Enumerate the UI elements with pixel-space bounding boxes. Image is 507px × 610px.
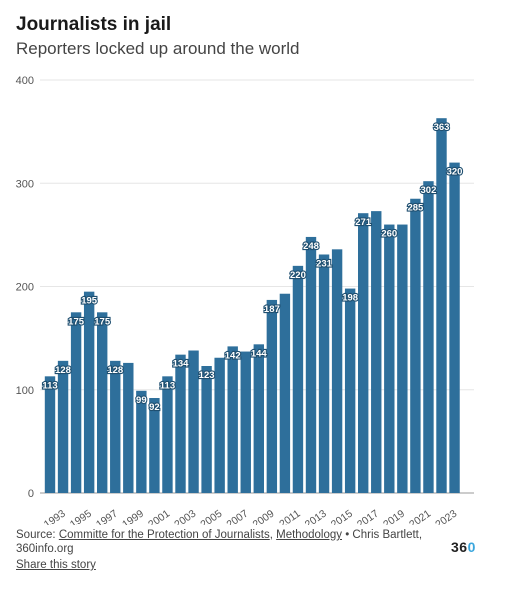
- x-tick-label: 2023: [433, 508, 459, 525]
- data-label-2002: 134: [173, 359, 190, 370]
- y-tick-label: 0: [28, 488, 34, 500]
- bar-1999: [136, 390, 147, 493]
- x-tick-label: 2017: [355, 508, 381, 525]
- data-label-1996: 175: [94, 316, 111, 327]
- data-label-2004: 123: [199, 370, 215, 381]
- bar-2004: [201, 366, 212, 493]
- data-label-1993: 128: [55, 365, 71, 376]
- data-label-2000: 92: [149, 402, 160, 413]
- y-tick-label: 300: [16, 178, 34, 190]
- x-tick-label: 2001: [146, 508, 172, 525]
- chart-title: Journalists in jail: [16, 14, 172, 35]
- data-label-2013: 231: [316, 258, 333, 269]
- x-tick-label: 2003: [172, 508, 198, 525]
- bar-1996: [97, 312, 108, 493]
- x-tick-label: 2011: [277, 508, 303, 525]
- credit-text: • Chris Bartlett, 360info.org: [16, 529, 423, 555]
- chart-footer: Source: Committe for the Protection of J…: [16, 528, 436, 556]
- source-prefix: Source:: [16, 529, 59, 541]
- bar-2003: [188, 350, 199, 493]
- x-tick-label: 2009: [251, 508, 277, 525]
- bar-2000: [149, 398, 160, 493]
- x-tick-label: 2013: [303, 508, 329, 525]
- bar-1993: [57, 360, 69, 493]
- bar-2016: [358, 213, 369, 493]
- data-label-2012: 248: [303, 241, 319, 252]
- separator: ,: [269, 529, 277, 541]
- y-tick-label: 400: [16, 75, 34, 87]
- data-label-2022: 363: [434, 122, 450, 133]
- data-label-2021: 302: [421, 185, 437, 196]
- data-label-1992: 113: [42, 380, 57, 391]
- bar-2012: [305, 236, 317, 493]
- bar-1995: [83, 291, 95, 493]
- y-tick-label: 200: [16, 282, 34, 294]
- bar-2019: [397, 224, 408, 494]
- bar-1997: [110, 360, 121, 493]
- share-story-link[interactable]: Share this story: [16, 559, 96, 571]
- x-tick-label: 1997: [94, 508, 120, 525]
- x-axis-tick-labels: 1993 1995 1997 1999 2001 2003 2005 2007 2009 2011…: [42, 508, 460, 525]
- x-tick-label: 2019: [381, 508, 407, 525]
- x-tick-label: 2021: [407, 508, 433, 525]
- data-label-1994: 175: [68, 316, 85, 327]
- bar-2011: [292, 265, 304, 493]
- bar-2020: [410, 198, 421, 494]
- data-label-2006: 142: [225, 350, 241, 361]
- x-tick-label: 2015: [329, 508, 355, 525]
- x-tick-label: 1999: [120, 508, 146, 525]
- bar-2007: [240, 351, 251, 493]
- data-label-2018: 260: [381, 229, 397, 240]
- bar-2018: [384, 224, 395, 494]
- data-label-1999: 99: [136, 395, 147, 406]
- y-tick-label: 100: [16, 385, 34, 397]
- x-tick-label: 1995: [68, 508, 94, 525]
- data-label-1997: 128: [107, 365, 123, 376]
- data-label-2023: 320: [447, 167, 463, 178]
- bar-2010: [279, 293, 291, 493]
- bar-2001: [162, 376, 173, 493]
- x-tick-label: 2007: [224, 508, 250, 525]
- bar-1998: [123, 362, 134, 493]
- y-axis-tick-labels: 0 100 200 300 400: [16, 75, 34, 500]
- methodology-link[interactable]: Methodology: [276, 529, 342, 541]
- bar-2014: [331, 249, 343, 493]
- bar-2023: [449, 162, 460, 493]
- data-label-1995: 195: [81, 296, 98, 307]
- data-label-2011: 220: [290, 270, 306, 281]
- x-tick-label: 2005: [198, 508, 224, 525]
- data-label-2016: 271: [355, 217, 372, 228]
- bar-2015: [344, 288, 356, 493]
- bar-1992: [44, 376, 56, 493]
- bar-2021: [423, 181, 434, 493]
- data-label-2015: 198: [342, 293, 358, 304]
- bar-2013: [318, 254, 330, 493]
- 360info-logo[interactable]: 360: [451, 539, 476, 555]
- bars: [44, 118, 460, 494]
- bar-2008: [253, 344, 264, 493]
- bar-2009: [266, 299, 278, 493]
- source-link[interactable]: Committe for the Protection of Journalis…: [58, 529, 270, 541]
- bar-2006: [227, 346, 238, 493]
- data-label-2020: 285: [407, 203, 424, 214]
- bar-2005: [214, 357, 225, 493]
- bar-2017: [371, 211, 382, 493]
- bar-2022: [436, 118, 447, 493]
- chart-subtitle: Reporters locked up around the world: [16, 39, 300, 58]
- data-label-2008: 144: [251, 348, 268, 359]
- bar-1994: [70, 312, 82, 493]
- data-label-2001: 113: [160, 380, 175, 391]
- x-tick-label: 1993: [42, 508, 68, 525]
- data-label-2009: 187: [264, 304, 280, 315]
- bar-2002: [175, 354, 186, 493]
